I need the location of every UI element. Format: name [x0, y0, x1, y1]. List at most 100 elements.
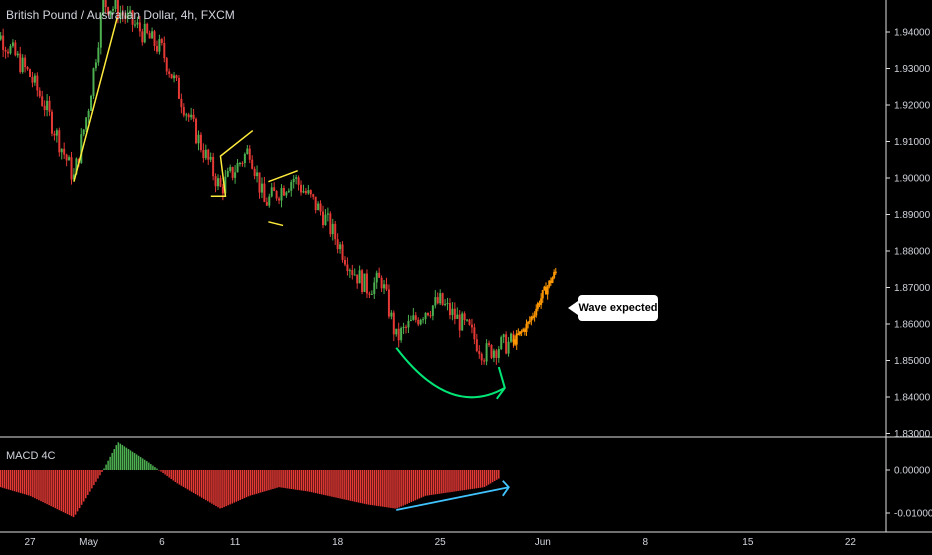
projection-candle [527, 321, 530, 324]
macd-histogram-bar [477, 470, 480, 489]
candle-body [400, 328, 403, 341]
candle-body [107, 7, 110, 15]
macd-histogram-bar [489, 470, 492, 484]
macd-histogram-bar [363, 470, 366, 504]
flag-pattern-left [210, 129, 254, 197]
macd-histogram-bar [257, 470, 260, 494]
macd-histogram-bar [38, 470, 40, 501]
macd-histogram-bar [40, 470, 42, 502]
candle-body [307, 190, 310, 194]
macd-histogram-bar [498, 470, 500, 479]
candle-body [212, 156, 215, 177]
candle-body [143, 23, 146, 43]
macd-histogram-bar [105, 464, 107, 470]
macd-histogram-bar [371, 470, 374, 506]
candle-body [422, 319, 425, 321]
macd-histogram-bar [373, 470, 376, 506]
candle-body [243, 153, 246, 164]
macd-histogram-bar [19, 470, 22, 494]
candle-body [365, 273, 368, 294]
candle-body [488, 343, 491, 345]
macd-histogram-bar [343, 470, 345, 500]
candle-body [153, 31, 156, 46]
macd-histogram-bar [123, 446, 126, 470]
macd-histogram-bar [115, 445, 118, 470]
macd-histogram-bar [239, 470, 242, 500]
macd-histogram-bar [1, 470, 4, 488]
candle-body [341, 244, 344, 260]
macd-histogram-bar [487, 470, 490, 485]
candle-body [146, 23, 149, 33]
macd-histogram-bar [337, 470, 339, 499]
projection-candle [535, 308, 538, 316]
macd-histogram-bar [225, 470, 227, 507]
rounding-bottom-arc [395, 347, 506, 399]
macd-histogram-bar [249, 470, 252, 496]
macd-indicator-label: MACD 4C [6, 450, 56, 462]
macd-histogram-bar [455, 470, 457, 492]
wave-expected-callout[interactable]: Wave expected [578, 295, 658, 321]
candle-body [361, 270, 364, 292]
projection-layer [512, 267, 557, 350]
candle-body [463, 313, 466, 321]
grid-layer [0, 0, 932, 533]
macd-histogram-bar [70, 470, 73, 517]
macd-histogram-bar [30, 470, 32, 497]
candle-body [9, 46, 12, 54]
macd-histogram-bar [174, 470, 177, 483]
flag-pattern-bottom [268, 221, 284, 227]
candle-body [133, 24, 136, 26]
candle-body [390, 312, 393, 317]
macd-histogram-bar [357, 470, 360, 503]
macd-histogram-bar [331, 470, 333, 497]
price-tick-label: 1.90000 [894, 174, 931, 185]
macd-histogram-bar [74, 470, 77, 515]
candle-body [155, 45, 158, 52]
candle-body [263, 183, 266, 203]
candle-body [102, 0, 105, 15]
macd-histogram-bar [496, 470, 498, 480]
candle-body [126, 12, 129, 19]
candle-body [436, 297, 439, 304]
candle-body [124, 15, 127, 19]
macd-histogram-bar [378, 470, 380, 507]
candle-body [429, 315, 432, 317]
candle-body [304, 191, 307, 194]
candle-body [302, 191, 305, 193]
projection-candle [528, 320, 531, 323]
macd-histogram-bar [286, 470, 288, 489]
macd-histogram-bar [422, 470, 425, 497]
macd-histogram-bar [221, 470, 223, 508]
candle-body [461, 313, 464, 331]
candle-body [448, 303, 451, 316]
candle-body [353, 274, 356, 276]
macd-histogram-bar [11, 470, 14, 491]
projection-candle [533, 315, 536, 317]
macd-histogram-bar [125, 447, 128, 470]
macd-histogram-bar [166, 470, 168, 477]
macd-histogram-bar [172, 470, 174, 481]
macd-histogram-bar [215, 470, 217, 507]
macd-histogram-bar [314, 470, 317, 494]
macd-histogram-bar [229, 470, 231, 505]
macd-histogram-bar [237, 470, 240, 501]
candle-body [270, 187, 273, 197]
macd-histogram-bar [186, 470, 189, 490]
candle-body [414, 315, 417, 320]
candle-body [431, 305, 434, 316]
projection-candle [515, 333, 518, 345]
candle-body [280, 187, 283, 201]
macd-histogram-bar [192, 470, 195, 493]
macd-histogram-bar [318, 470, 321, 495]
candle-body [319, 203, 322, 212]
macd-histogram-bar [339, 470, 341, 499]
projection-candle [522, 329, 525, 332]
macd-histogram-bar [298, 470, 301, 491]
candle-body [380, 277, 383, 289]
macd-histogram-bar [233, 470, 236, 503]
projection-candle [541, 290, 544, 299]
macd-histogram-bar [50, 470, 52, 507]
macd-histogram-bar [451, 470, 453, 492]
macd-histogram-bar [62, 470, 65, 513]
macd-histogram-bar [264, 470, 266, 492]
